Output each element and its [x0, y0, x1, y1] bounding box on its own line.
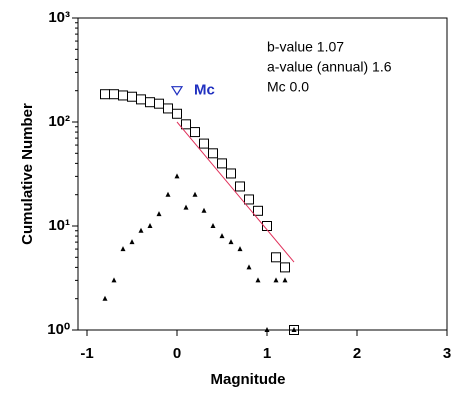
triangle-marker: [174, 173, 180, 179]
square-marker: [136, 94, 146, 105]
triangle-marker: [147, 223, 153, 228]
fit-line: [176, 121, 295, 263]
y-tick-label: 10¹: [48, 217, 70, 234]
x-tick-label: 3: [443, 345, 451, 362]
square-marker: [181, 119, 191, 130]
triangle-marker: [165, 191, 171, 197]
x-tick-label: 1: [263, 345, 271, 362]
square-marker: [109, 89, 119, 100]
square-marker: [244, 194, 254, 205]
square-marker: [154, 98, 164, 109]
y-tick-label: 10³: [48, 9, 70, 26]
triangle-marker: [129, 239, 135, 245]
triangle-marker: [192, 191, 198, 197]
triangle-marker: [138, 227, 144, 233]
x-tick-label: 0: [173, 345, 181, 362]
annotation: Mc 0.0: [267, 79, 309, 95]
x-axis-label: Magnitude: [211, 371, 286, 388]
triangle-marker: [228, 239, 234, 245]
square-marker: [100, 89, 110, 100]
square-marker: [145, 97, 155, 108]
y-tick-label: 10²: [48, 113, 70, 130]
mc-marker: [170, 86, 184, 96]
square-marker: [127, 91, 137, 102]
square-marker: [271, 252, 281, 263]
y-tick-label: 10⁰: [47, 321, 70, 338]
square-marker: [235, 181, 245, 192]
triangle-marker: [210, 223, 216, 228]
square-marker: [208, 148, 218, 159]
triangle-marker: [282, 277, 288, 283]
annotation: b-value 1.07: [267, 39, 344, 55]
square-marker: [289, 325, 299, 335]
triangle-marker: [102, 295, 108, 301]
square-marker: [253, 205, 263, 216]
square-marker: [172, 108, 182, 119]
x-tick-label: -1: [80, 345, 93, 362]
triangle-marker: [183, 204, 189, 210]
square-marker: [163, 103, 173, 114]
triangle-marker: [264, 327, 270, 332]
triangle-marker: [219, 233, 225, 239]
triangle-marker: [237, 246, 243, 252]
triangle-marker: [120, 246, 126, 252]
triangle-marker: [255, 277, 261, 283]
triangle-marker: [111, 277, 117, 283]
square-marker: [118, 90, 128, 101]
x-tick-label: 2: [353, 345, 361, 362]
triangle-marker: [201, 207, 207, 213]
triangle-marker: [291, 327, 297, 332]
square-marker: [190, 127, 200, 138]
y-axis-label: Cumulative Number: [19, 103, 36, 245]
square-marker: [217, 158, 227, 169]
triangle-marker: [156, 211, 162, 217]
mc-label: Mc: [194, 82, 215, 99]
square-marker: [280, 262, 290, 273]
square-marker: [226, 168, 236, 179]
plot-frame: [77, 17, 448, 331]
triangle-marker: [246, 264, 252, 270]
annotation: a-value (annual) 1.6: [267, 59, 392, 75]
square-marker: [199, 138, 209, 149]
triangle-marker: [273, 277, 279, 283]
